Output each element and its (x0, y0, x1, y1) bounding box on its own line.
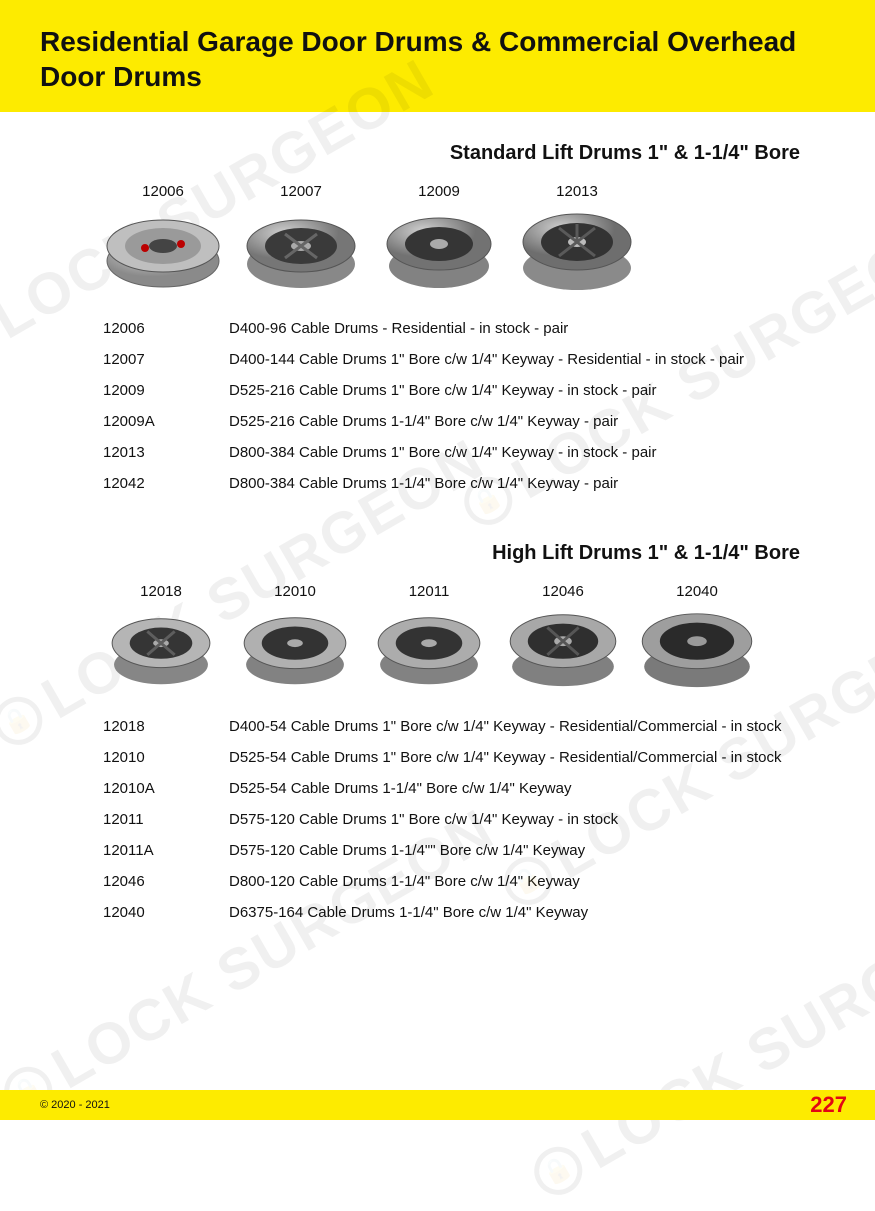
section1-table: 12006D400-96 Cable Drums - Residential -… (55, 320, 820, 492)
spec-code: 12040 (103, 904, 229, 921)
spec-code: 12010A (103, 780, 229, 797)
table-row: 12009D525-216 Cable Drums 1" Bore c/w 1/… (103, 382, 820, 399)
spec-code: 12011 (103, 811, 229, 828)
product-image-item: 12040 (637, 583, 757, 694)
table-row: 12007D400-144 Cable Drums 1" Bore c/w 1/… (103, 351, 820, 368)
product-code-label: 12013 (556, 183, 598, 200)
product-code-label: 12046 (542, 583, 584, 600)
drum-icon (235, 606, 355, 694)
spec-code: 12006 (103, 320, 229, 337)
spec-desc: D575-120 Cable Drums 1-1/4"" Bore c/w 1/… (229, 842, 820, 859)
table-row: 12010AD525-54 Cable Drums 1-1/4" Bore c/… (103, 780, 820, 797)
copyright-text: © 2020 - 2021 (40, 1099, 110, 1111)
spec-desc: D400-96 Cable Drums - Residential - in s… (229, 320, 820, 337)
product-image-item: 12011 (369, 583, 489, 694)
product-code-label: 12006 (142, 183, 184, 200)
drum-icon (101, 606, 221, 694)
spec-desc: D525-216 Cable Drums 1" Bore c/w 1/4" Ke… (229, 382, 820, 399)
spec-code: 12046 (103, 873, 229, 890)
product-image-item: 12018 (101, 583, 221, 694)
drum-icon (503, 606, 623, 694)
product-image-item: 12009 (379, 183, 499, 296)
spec-desc: D525-54 Cable Drums 1" Bore c/w 1/4" Key… (229, 749, 820, 766)
spec-desc: D575-120 Cable Drums 1" Bore c/w 1/4" Ke… (229, 811, 820, 828)
spec-code: 12007 (103, 351, 229, 368)
spec-code: 12010 (103, 749, 229, 766)
spec-desc: D800-120 Cable Drums 1-1/4" Bore c/w 1/4… (229, 873, 820, 890)
product-image-item: 12006 (103, 183, 223, 296)
page-footer: © 2020 - 2021 227 (0, 1090, 875, 1120)
product-code-label: 12007 (280, 183, 322, 200)
spec-desc: D400-144 Cable Drums 1" Bore c/w 1/4" Ke… (229, 351, 820, 368)
product-image-item: 12013 (517, 183, 637, 296)
spec-desc: D400-54 Cable Drums 1" Bore c/w 1/4" Key… (229, 718, 820, 735)
content-area: Standard Lift Drums 1" & 1-1/4" Bore 120… (0, 112, 875, 921)
section2-images: 12018 12010 12011 12046 12040 (55, 583, 820, 694)
drum-icon (637, 606, 757, 694)
spec-code: 12042 (103, 475, 229, 492)
table-row: 12040D6375-164 Cable Drums 1-1/4" Bore c… (103, 904, 820, 921)
table-row: 12006D400-96 Cable Drums - Residential -… (103, 320, 820, 337)
spec-desc: D525-216 Cable Drums 1-1/4" Bore c/w 1/4… (229, 413, 820, 430)
spec-code: 12011A (103, 842, 229, 859)
product-code-label: 12010 (274, 583, 316, 600)
spec-desc: D525-54 Cable Drums 1-1/4" Bore c/w 1/4"… (229, 780, 820, 797)
drum-icon (369, 606, 489, 694)
table-row: 12011D575-120 Cable Drums 1" Bore c/w 1/… (103, 811, 820, 828)
table-row: 12018D400-54 Cable Drums 1" Bore c/w 1/4… (103, 718, 820, 735)
section2-table: 12018D400-54 Cable Drums 1" Bore c/w 1/4… (55, 718, 820, 921)
product-code-label: 12011 (409, 583, 450, 600)
drum-icon (103, 206, 223, 296)
spec-desc: D800-384 Cable Drums 1" Bore c/w 1/4" Ke… (229, 444, 820, 461)
drum-icon (517, 206, 637, 296)
table-row: 12010D525-54 Cable Drums 1" Bore c/w 1/4… (103, 749, 820, 766)
page-number: 227 (810, 1092, 847, 1118)
product-image-item: 12010 (235, 583, 355, 694)
drum-icon (241, 206, 361, 296)
product-image-item: 12007 (241, 183, 361, 296)
table-row: 12009AD525-216 Cable Drums 1-1/4" Bore c… (103, 413, 820, 430)
section2-title: High Lift Drums 1" & 1-1/4" Bore (55, 542, 820, 565)
spec-code: 12009 (103, 382, 229, 399)
spec-code: 12018 (103, 718, 229, 735)
product-image-item: 12046 (503, 583, 623, 694)
watermark: 🔒LOCK SURGEON (520, 876, 875, 1211)
product-code-label: 12040 (676, 583, 718, 600)
spec-desc: D800-384 Cable Drums 1-1/4" Bore c/w 1/4… (229, 475, 820, 492)
product-code-label: 12009 (418, 183, 460, 200)
product-code-label: 12018 (140, 583, 182, 600)
page-title: Residential Garage Door Drums & Commerci… (40, 24, 835, 94)
table-row: 12042D800-384 Cable Drums 1-1/4" Bore c/… (103, 475, 820, 492)
spec-code: 12013 (103, 444, 229, 461)
table-row: 12011AD575-120 Cable Drums 1-1/4"" Bore … (103, 842, 820, 859)
drum-icon (379, 206, 499, 296)
table-row: 12046D800-120 Cable Drums 1-1/4" Bore c/… (103, 873, 820, 890)
table-row: 12013D800-384 Cable Drums 1" Bore c/w 1/… (103, 444, 820, 461)
spec-code: 12009A (103, 413, 229, 430)
section1-title: Standard Lift Drums 1" & 1-1/4" Bore (55, 142, 820, 165)
section1-images: 12006 12007 12 (55, 183, 820, 296)
spec-desc: D6375-164 Cable Drums 1-1/4" Bore c/w 1/… (229, 904, 820, 921)
page-header: Residential Garage Door Drums & Commerci… (0, 0, 875, 112)
